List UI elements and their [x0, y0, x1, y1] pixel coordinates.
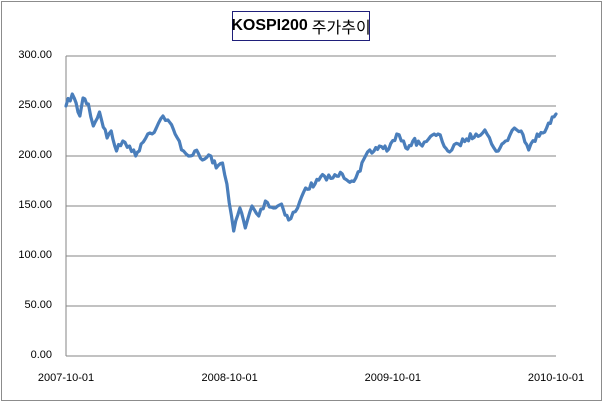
y-tick-label: 50.00 [24, 299, 52, 311]
x-tick-label: 2008-10-01 [201, 372, 258, 384]
chart-title-ko: 주가추이 [311, 20, 371, 37]
x-tick-label: 2009-10-01 [364, 372, 421, 384]
gridlines [66, 55, 556, 357]
chart-title: KOSPI200 주가추이 [231, 11, 371, 41]
y-tick-label: 0.00 [30, 349, 52, 361]
x-tick-label: 2007-10-01 [37, 372, 95, 384]
y-tick-label: 250.00 [18, 99, 52, 111]
x-tick-label: 2010-10-01 [527, 372, 585, 384]
chart-title-en: KOSPI200 [231, 17, 308, 34]
kospi200-line [64, 92, 558, 233]
y-tick-label: 100.00 [18, 249, 52, 261]
y-tick-label: 200.00 [18, 149, 52, 161]
y-tick-label: 300.00 [18, 49, 52, 61]
y-tick-label: 150.00 [18, 199, 52, 211]
